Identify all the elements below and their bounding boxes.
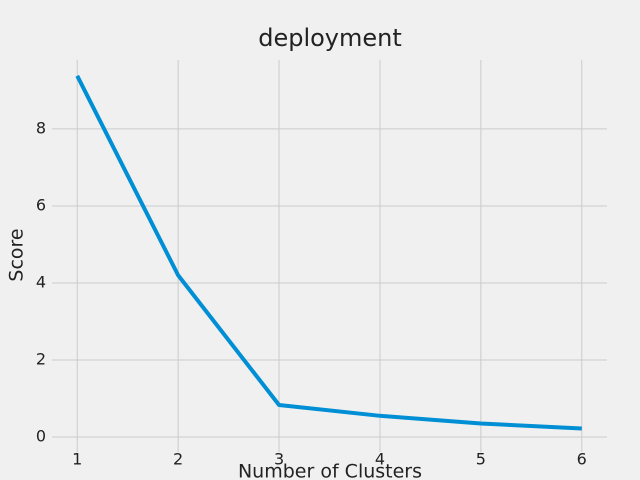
- y-axis-label: Score: [6, 228, 28, 281]
- x-tick-label: 6: [577, 450, 587, 469]
- x-tick-label: 5: [476, 450, 486, 469]
- y-tick-label: 2: [36, 349, 46, 368]
- x-tick-label: 1: [72, 450, 82, 469]
- x-tick-label: 2: [173, 450, 183, 469]
- x-tick-label: 3: [274, 450, 284, 469]
- y-tick-label: 6: [36, 195, 46, 214]
- y-tick-label: 4: [36, 272, 46, 291]
- data-line: [75, 74, 582, 431]
- chart-title: deployment: [258, 24, 402, 52]
- y-tick-label: 8: [36, 118, 46, 137]
- y-tick-label: 0: [36, 426, 46, 445]
- x-tick-label: 4: [375, 450, 385, 469]
- x-axis-label: Number of Clusters: [238, 461, 422, 480]
